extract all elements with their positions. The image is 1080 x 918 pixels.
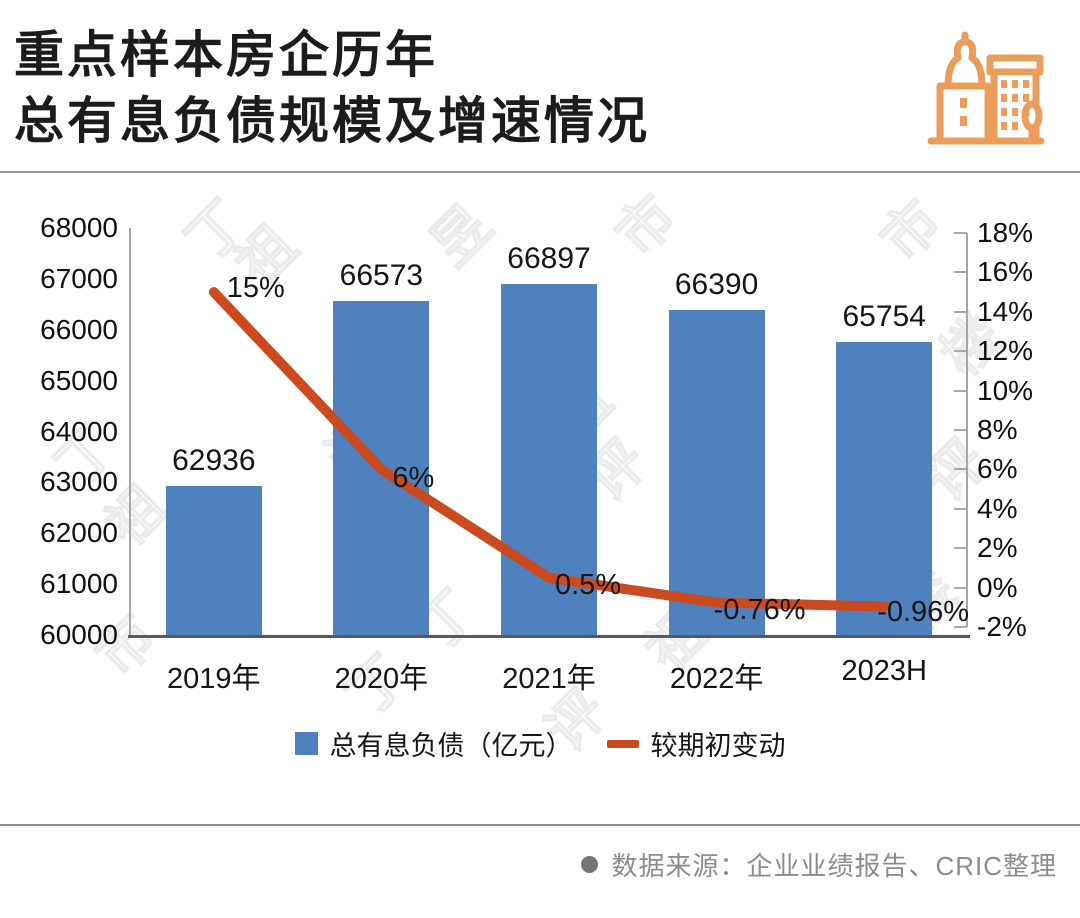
y-axis-right-tick-label: 2% — [977, 532, 1018, 564]
y-axis-right-line — [966, 233, 968, 627]
source-text: 数据来源：企业业绩报告、CRIC整理 — [611, 851, 1057, 881]
legend-bar-swatch-icon — [294, 732, 318, 755]
y-axis-left-tick-label: 62000 — [40, 517, 118, 549]
footer-divider — [0, 824, 1080, 826]
line-value-label: -0.76% — [713, 593, 806, 626]
legend-item-line: 较期初变动 — [606, 724, 786, 763]
y-axis-left-tick-label: 66000 — [40, 313, 118, 345]
page-title: 重点样本房企历年 总有息负债规模及增速情况 — [14, 22, 650, 154]
y-axis-left-tick-label: 68000 — [40, 212, 118, 243]
y-axis-right-tick — [954, 271, 967, 274]
bar-value-label: 66573 — [339, 258, 424, 292]
y-axis-right-tick-label: 8% — [977, 414, 1018, 445]
y-axis-right-tick — [954, 507, 967, 510]
page-title-line2: 总有息负债规模及增速情况 — [14, 93, 650, 149]
y-axis-right-tick-label: -2% — [977, 611, 1027, 642]
y-axis-right-tick-label: 6% — [977, 453, 1018, 485]
y-axis-right-tick-label: 10% — [977, 374, 1034, 406]
buildings-icon — [927, 31, 1045, 145]
page-title-line1: 重点样本房企历年 — [14, 27, 438, 83]
legend-item-bars: 总有息负债（亿元） — [294, 724, 573, 763]
y-axis-right-tick — [954, 350, 967, 353]
y-axis-left-tick-label: 64000 — [40, 415, 118, 447]
y-axis-right-tick — [954, 586, 967, 589]
y-axis-right-tick — [954, 429, 967, 431]
x-axis-label: 2021年 — [502, 663, 596, 695]
y-axis-right-tick — [954, 468, 967, 471]
y-axis-right-tick-label: 0% — [977, 571, 1018, 603]
y-axis-left-tick-label: 60000 — [40, 619, 118, 650]
y-axis-right-tick-label: 4% — [977, 492, 1018, 524]
bar-value-label: 62936 — [172, 443, 256, 477]
y-axis-right-tick-label: 18% — [977, 217, 1034, 248]
y-axis-left-tick-label: 67000 — [40, 262, 118, 294]
y-axis-right-tick — [954, 626, 967, 628]
bar-value-label: 65754 — [842, 300, 926, 334]
y-axis-right-tick-label: 16% — [977, 256, 1034, 288]
y-axis-right-tick-label: 14% — [977, 295, 1034, 327]
line-value-label: 15% — [226, 272, 285, 305]
legend-bar-label: 总有息负债（亿元） — [329, 731, 573, 761]
line-value-label: 0.5% — [555, 568, 622, 601]
y-axis-right-tick — [954, 232, 967, 234]
legend-line-swatch-icon — [606, 739, 639, 748]
x-axis-label: 2020年 — [334, 663, 429, 695]
legend-line-label: 较期初变动 — [650, 731, 786, 761]
y-axis-right-tick — [954, 310, 967, 313]
source-footer: 数据来源：企业业绩报告、CRIC整理 — [581, 846, 1057, 883]
y-axis-left-tick-label: 61000 — [40, 568, 118, 600]
y-axis-left-tick-label: 65000 — [40, 364, 118, 396]
title-divider — [0, 171, 1080, 173]
y-axis-right-tick — [954, 547, 967, 550]
y-axis-right-tick — [954, 389, 967, 392]
x-axis-label: 2019年 — [167, 663, 261, 695]
y-axis-right-tick-label: 12% — [977, 335, 1034, 367]
y-axis-left-line — [129, 228, 131, 637]
bar-value-label: 66897 — [507, 242, 591, 276]
y-axis-left-tick-label: 63000 — [40, 466, 118, 498]
line-value-label: 6% — [392, 462, 435, 495]
bullet-icon — [581, 856, 599, 873]
bar-value-label: 66390 — [674, 267, 759, 301]
legend: 总有息负债（亿元） 较期初变动 — [0, 724, 1080, 763]
x-axis-line — [128, 635, 970, 638]
x-axis-label: 2023H — [841, 655, 927, 687]
x-axis-label: 2022年 — [669, 663, 764, 695]
line-value-label: -0.96% — [877, 595, 970, 628]
